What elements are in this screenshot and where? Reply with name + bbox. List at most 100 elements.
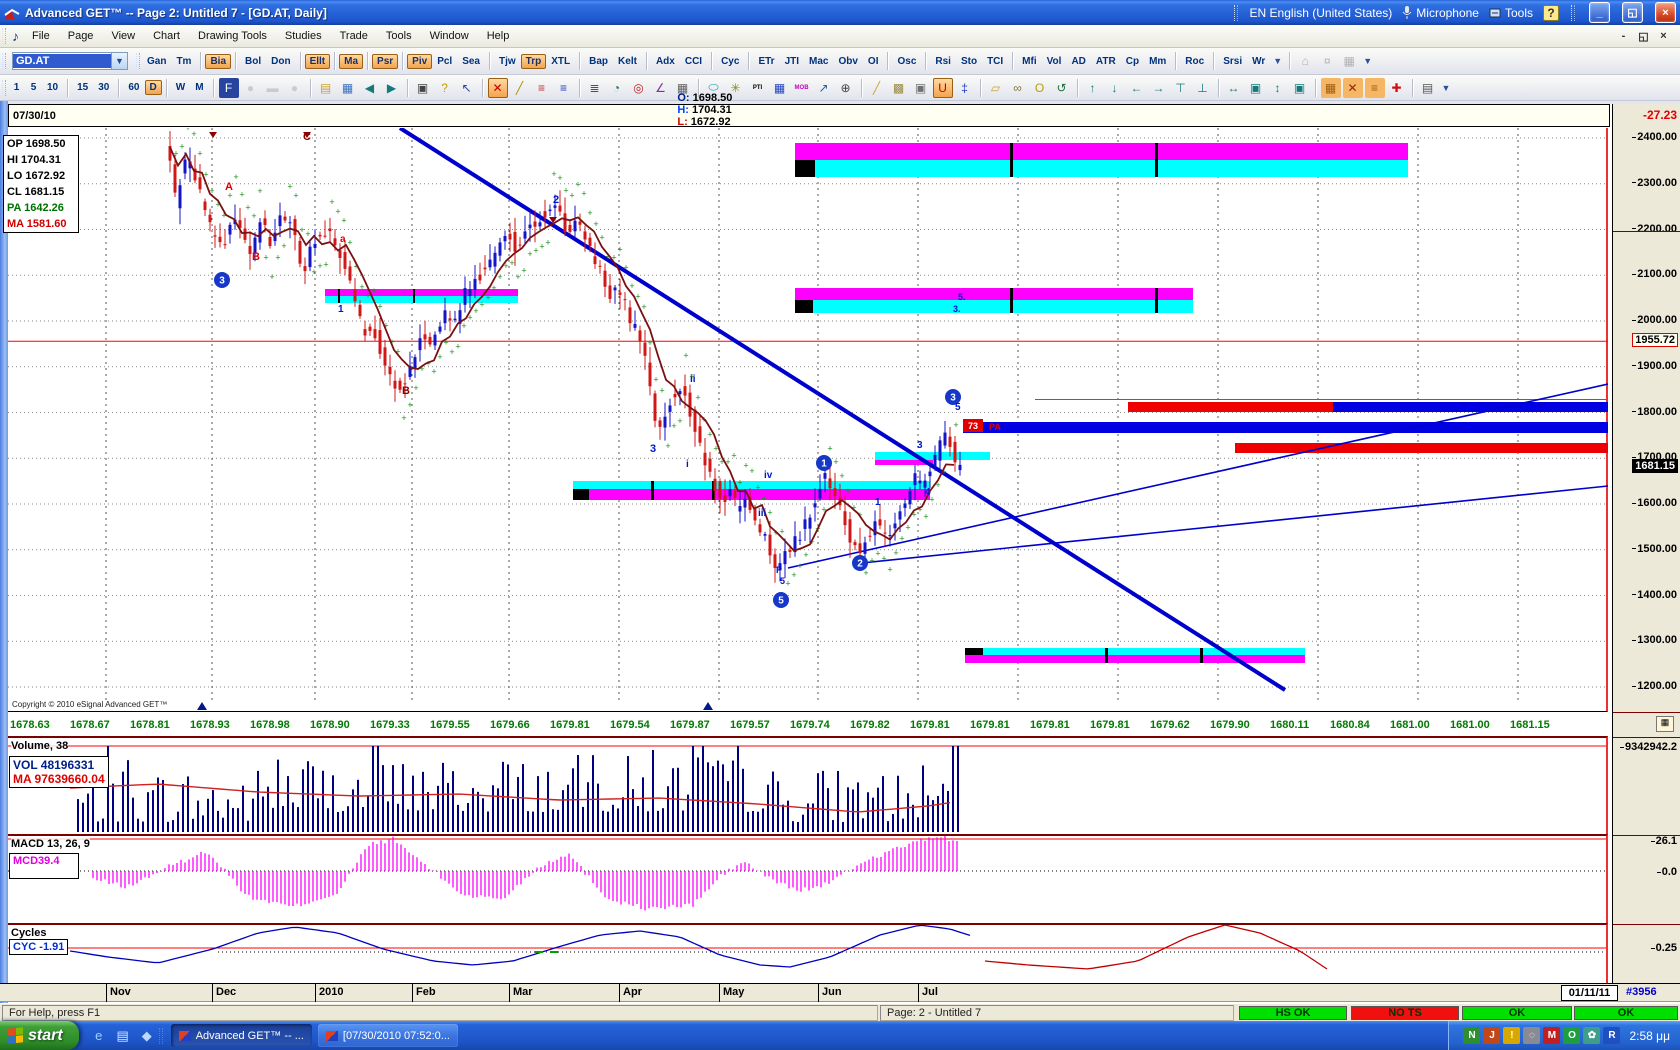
time-clock-icon[interactable]: ◔ — [612, 80, 621, 95]
timeframe-60[interactable]: 60 — [128, 82, 140, 93]
ellipse-icon[interactable]: ⬭ — [708, 80, 719, 94]
study-rsi[interactable]: Rsi — [935, 55, 951, 67]
tray-mcx-icon[interactable]: M — [1543, 1027, 1561, 1044]
scroll-up-icon[interactable]: ↑ — [1089, 80, 1096, 95]
snap-icon[interactable]: ● — [246, 80, 255, 95]
timeframe-1[interactable]: 1 — [13, 82, 20, 93]
show-desktop-icon[interactable]: ▤ — [116, 1027, 129, 1043]
menu-view[interactable]: View — [111, 30, 136, 42]
menu-grip[interactable] — [2, 28, 6, 44]
language-bar-grip2[interactable] — [1571, 4, 1575, 21]
language-help-icon[interactable]: ? — [1543, 4, 1559, 21]
messenger-icon[interactable]: ◆ — [141, 1027, 152, 1043]
main-chart[interactable]: 73 PA + + + + + + + + + + + + + + + + + + + + + + + + + + + + + + + + + + + +… — [8, 128, 1608, 712]
timeframe-30[interactable]: 30 — [98, 82, 110, 93]
tray-security-icon[interactable]: ! — [1503, 1027, 1521, 1044]
mdi-close-button[interactable]: × — [1660, 29, 1667, 42]
study-srsi[interactable]: Srsi — [1223, 55, 1243, 67]
menu-file[interactable]: File — [32, 30, 50, 42]
studies-overflow-icon[interactable]: ▼ — [1273, 56, 1283, 66]
symbol-input[interactable]: GD.AT ▼ — [12, 52, 128, 70]
magnet-icon[interactable]: U — [932, 77, 953, 98]
draw-pencil-icon[interactable]: ╱ — [515, 80, 524, 95]
red-cross-icon[interactable]: ✚ — [1391, 80, 1402, 95]
study-mfi[interactable]: Mfi — [1022, 55, 1037, 67]
restore-button[interactable]: ◱ — [1622, 2, 1643, 23]
fib-lines-icon[interactable]: ≡ — [1364, 77, 1385, 98]
toolbar-a-overflow-icon[interactable]: ▼ — [1363, 56, 1373, 66]
clamp-icon[interactable]: ‡ — [961, 80, 968, 95]
toolbar-b-grip[interactable] — [2, 79, 6, 96]
chart-window-icon[interactable]: ♪ — [12, 28, 19, 44]
menu-page[interactable]: Page — [67, 30, 94, 42]
shade-icon[interactable]: ● — [290, 80, 299, 95]
mdi-minimize-button[interactable]: - — [1621, 29, 1626, 42]
cycles-panel[interactable]: Cycles CYC -1.91 — [8, 923, 1608, 983]
angles-icon[interactable]: ✳ — [730, 80, 741, 95]
menu-drawing-tools[interactable]: Drawing Tools — [198, 30, 267, 42]
menu-window[interactable]: Window — [429, 30, 469, 42]
menu-chart[interactable]: Chart — [153, 30, 180, 42]
mob-icon[interactable]: MOB — [794, 84, 809, 91]
study-tm[interactable]: Tm — [176, 55, 192, 67]
start-button[interactable]: start — [0, 1021, 79, 1050]
open-folder-icon[interactable]: ▱ — [990, 80, 1001, 95]
timeframe-15[interactable]: 15 — [77, 82, 89, 93]
study-cci[interactable]: CCI — [684, 55, 703, 67]
study-ma[interactable]: Ma — [339, 53, 364, 69]
revert-icon[interactable]: ↺ — [1056, 80, 1067, 95]
unse-grid-icon[interactable]: ▦ — [1320, 77, 1341, 98]
binocular-icon[interactable]: ∞ — [1013, 80, 1022, 95]
expert-xa-icon[interactable]: ✕ — [487, 77, 508, 98]
bias-lines-icon[interactable]: ≡ — [538, 80, 546, 95]
study-mm[interactable]: Mm — [1149, 55, 1167, 67]
timeframe-d[interactable]: D — [144, 80, 162, 95]
timeframe-10[interactable]: 10 — [47, 82, 59, 93]
study-cp[interactable]: Cp — [1125, 55, 1140, 67]
brush-icon[interactable]: ▬ — [266, 80, 279, 95]
target-icon[interactable]: ◎ — [633, 80, 644, 95]
timeframe-5[interactable]: 5 — [30, 82, 37, 93]
study-adx[interactable]: Adx — [655, 55, 675, 67]
study-sea[interactable]: Sea — [462, 55, 480, 67]
task-button[interactable]: [07/30/2010 07:52:0... — [317, 1024, 458, 1047]
study-pcl[interactable]: Pcl — [437, 55, 453, 67]
grid-icon[interactable]: ▦ — [676, 80, 689, 95]
internet-explorer-icon[interactable]: e — [95, 1028, 103, 1043]
linse-icon[interactable]: ✕ — [1342, 77, 1363, 98]
study-osc[interactable]: Osc — [897, 55, 917, 67]
study-obv[interactable]: Obv — [838, 55, 858, 67]
study-don[interactable]: Don — [271, 55, 291, 67]
study-ad[interactable]: AD — [1071, 55, 1086, 67]
study-vol[interactable]: Vol — [1046, 55, 1062, 67]
gann-fan-icon[interactable]: ∠ — [655, 80, 666, 95]
forward-icon[interactable]: ▶ — [386, 80, 397, 95]
study-oi[interactable]: OI — [867, 55, 879, 67]
close-button[interactable]: × — [1655, 2, 1676, 23]
menu-studies[interactable]: Studies — [284, 30, 322, 42]
menu-help[interactable]: Help — [486, 30, 510, 42]
tray-display-icon[interactable]: N — [1463, 1027, 1481, 1044]
scroll-down-icon[interactable]: ↓ — [1111, 80, 1118, 95]
currency-icon[interactable]: ¤ — [1323, 54, 1331, 68]
compress-h-icon[interactable]: ▣ — [1249, 80, 1262, 95]
study-atr[interactable]: ATR — [1095, 55, 1116, 67]
study-trp[interactable]: Trp — [520, 53, 547, 69]
study-mac[interactable]: Mac — [809, 55, 829, 67]
elliott-lines-icon[interactable]: ≡ — [560, 80, 568, 95]
tray-java-icon[interactable]: J — [1483, 1027, 1501, 1044]
study-kelt[interactable]: Kelt — [618, 55, 637, 67]
macd-panel[interactable]: MACD 13, 26, 9 MCD39.4 — [8, 834, 1608, 923]
menu-tools[interactable]: Tools — [385, 30, 412, 42]
pti-icon[interactable]: PTI — [752, 84, 763, 91]
study-roc[interactable]: Roc — [1185, 55, 1205, 67]
help-icon[interactable]: ? — [441, 80, 448, 95]
expand-v-icon[interactable]: ↕ — [1274, 80, 1281, 95]
make-mob-icon[interactable]: ↗ — [818, 80, 829, 95]
tray-nvidia-icon[interactable]: O — [1563, 1027, 1581, 1044]
chart-format-icon[interactable]: F — [218, 77, 239, 98]
matrix-icon[interactable]: ▩ — [892, 80, 905, 95]
timeframe-m[interactable]: M — [195, 82, 204, 93]
study-cyc[interactable]: Cyc — [721, 55, 740, 67]
properties-icon[interactable]: ▤ — [1421, 80, 1434, 95]
